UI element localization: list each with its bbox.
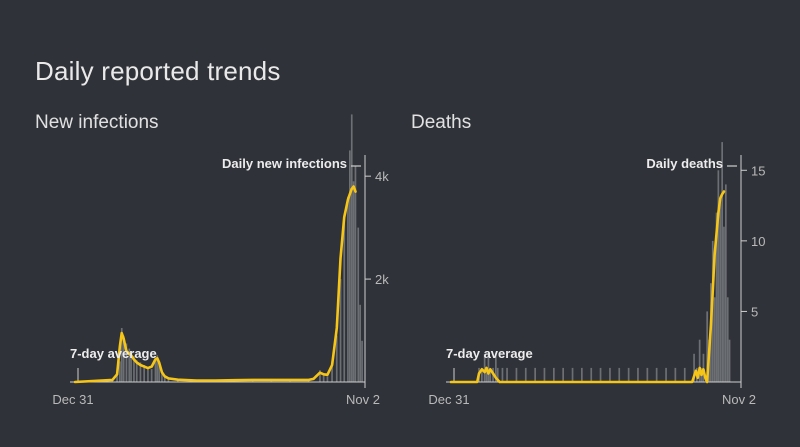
- daily-bar: [487, 353, 490, 382]
- daily-bar: [489, 367, 492, 382]
- y-tick-label: 10: [751, 234, 765, 249]
- daily-bar: [481, 367, 483, 382]
- daily-bar: [343, 217, 346, 382]
- y-tick-label: 15: [751, 163, 765, 178]
- daily-bar: [515, 367, 518, 382]
- daily-bar: [354, 165, 357, 382]
- daily-bar: [501, 367, 504, 382]
- daily-bar: [357, 227, 360, 382]
- daily-bar: [581, 367, 583, 382]
- daily-bar: [156, 355, 159, 382]
- daily-bar: [349, 150, 351, 382]
- daily-bar: [120, 328, 123, 382]
- page-title: Daily reported trends: [35, 56, 281, 86]
- daily-bar: [135, 360, 138, 382]
- daily-bar: [723, 226, 725, 382]
- daily-bar: [167, 377, 170, 382]
- daily-bar: [627, 367, 630, 382]
- daily-bar: [618, 367, 621, 382]
- daily-bar: [154, 358, 157, 382]
- daily-bar: [715, 212, 718, 382]
- daily-bar: [713, 297, 716, 382]
- daily-bar: [319, 370, 321, 382]
- daily-bar: [590, 367, 593, 382]
- daily-bar: [506, 367, 508, 382]
- daily-bar: [483, 353, 486, 382]
- daily-bar: [125, 343, 128, 382]
- daily-bar: [693, 353, 695, 382]
- daily-bar: [725, 184, 727, 382]
- deaths-chart-title: Deaths: [411, 112, 472, 133]
- daily-bar: [496, 367, 499, 382]
- daily-bar: [495, 353, 497, 382]
- daily-bar: [143, 365, 145, 382]
- daily-bar: [655, 367, 658, 382]
- daily-bar: [485, 367, 488, 382]
- daily-bar: [139, 362, 142, 382]
- y-tick-label: 5: [751, 304, 758, 319]
- daily-bar: [335, 335, 338, 382]
- daily-bar: [674, 367, 677, 382]
- daily-bar: [128, 348, 131, 382]
- y-tick-label: 4k: [375, 169, 389, 184]
- daily-bar: [352, 181, 355, 382]
- daily-bar: [361, 340, 363, 382]
- seven-day-average-line: [449, 190, 726, 384]
- daily-bar: [339, 279, 342, 382]
- daily-bar: [163, 375, 166, 382]
- daily-bar: [359, 304, 361, 382]
- daily-bar: [524, 367, 527, 382]
- x-start-label: Dec 31: [52, 392, 93, 407]
- daily-bar: [147, 366, 149, 382]
- daily-bar: [698, 339, 701, 382]
- daily-bar: [719, 198, 722, 382]
- daily-bar: [326, 376, 329, 382]
- daily-bar: [350, 114, 353, 383]
- daily-bar: [130, 351, 132, 382]
- daily-bar: [609, 367, 611, 382]
- series-label: Daily deaths: [646, 156, 723, 171]
- daily-bar: [717, 170, 720, 382]
- daily-bar: [116, 371, 118, 382]
- daily-bar: [728, 339, 731, 382]
- daily-bar: [322, 373, 325, 382]
- daily-bar: [331, 361, 333, 382]
- infections-chart: 2k 4k Daily new infections 7-day average Dec…: [52, 114, 389, 407]
- x-end-label: Nov 2: [722, 392, 756, 407]
- daily-bar: [122, 335, 125, 382]
- daily-bar: [706, 311, 708, 382]
- daily-bar: [571, 367, 574, 382]
- series-label: Daily new infections: [222, 156, 347, 171]
- daily-bar: [347, 196, 349, 383]
- daily-bar: [599, 367, 602, 382]
- seven-day-average-line: [73, 185, 357, 384]
- daily-bar: [726, 297, 729, 382]
- daily-bar: [702, 353, 705, 382]
- daily-bar: [158, 361, 160, 382]
- daily-bar: [637, 367, 639, 382]
- daily-bar: [543, 367, 546, 382]
- x-start-label: Dec 31: [428, 392, 469, 407]
- daily-bar: [534, 367, 536, 382]
- daily-bar: [562, 367, 564, 382]
- daily-bar: [665, 367, 667, 382]
- infections-chart-title: New infections: [35, 112, 159, 133]
- average-label: 7-day average: [70, 346, 157, 361]
- x-end-label: Nov 2: [346, 392, 380, 407]
- daily-bar: [133, 356, 135, 382]
- daily-bar: [119, 361, 121, 382]
- daily-bar: [721, 142, 723, 382]
- daily-bar: [683, 367, 686, 382]
- daily-bar: [646, 367, 649, 382]
- daily-bar: [553, 367, 555, 382]
- daily-bar: [150, 369, 153, 382]
- y-tick-label: 2k: [375, 272, 389, 287]
- average-label: 7-day average: [446, 346, 533, 361]
- daily-bar: [161, 371, 163, 382]
